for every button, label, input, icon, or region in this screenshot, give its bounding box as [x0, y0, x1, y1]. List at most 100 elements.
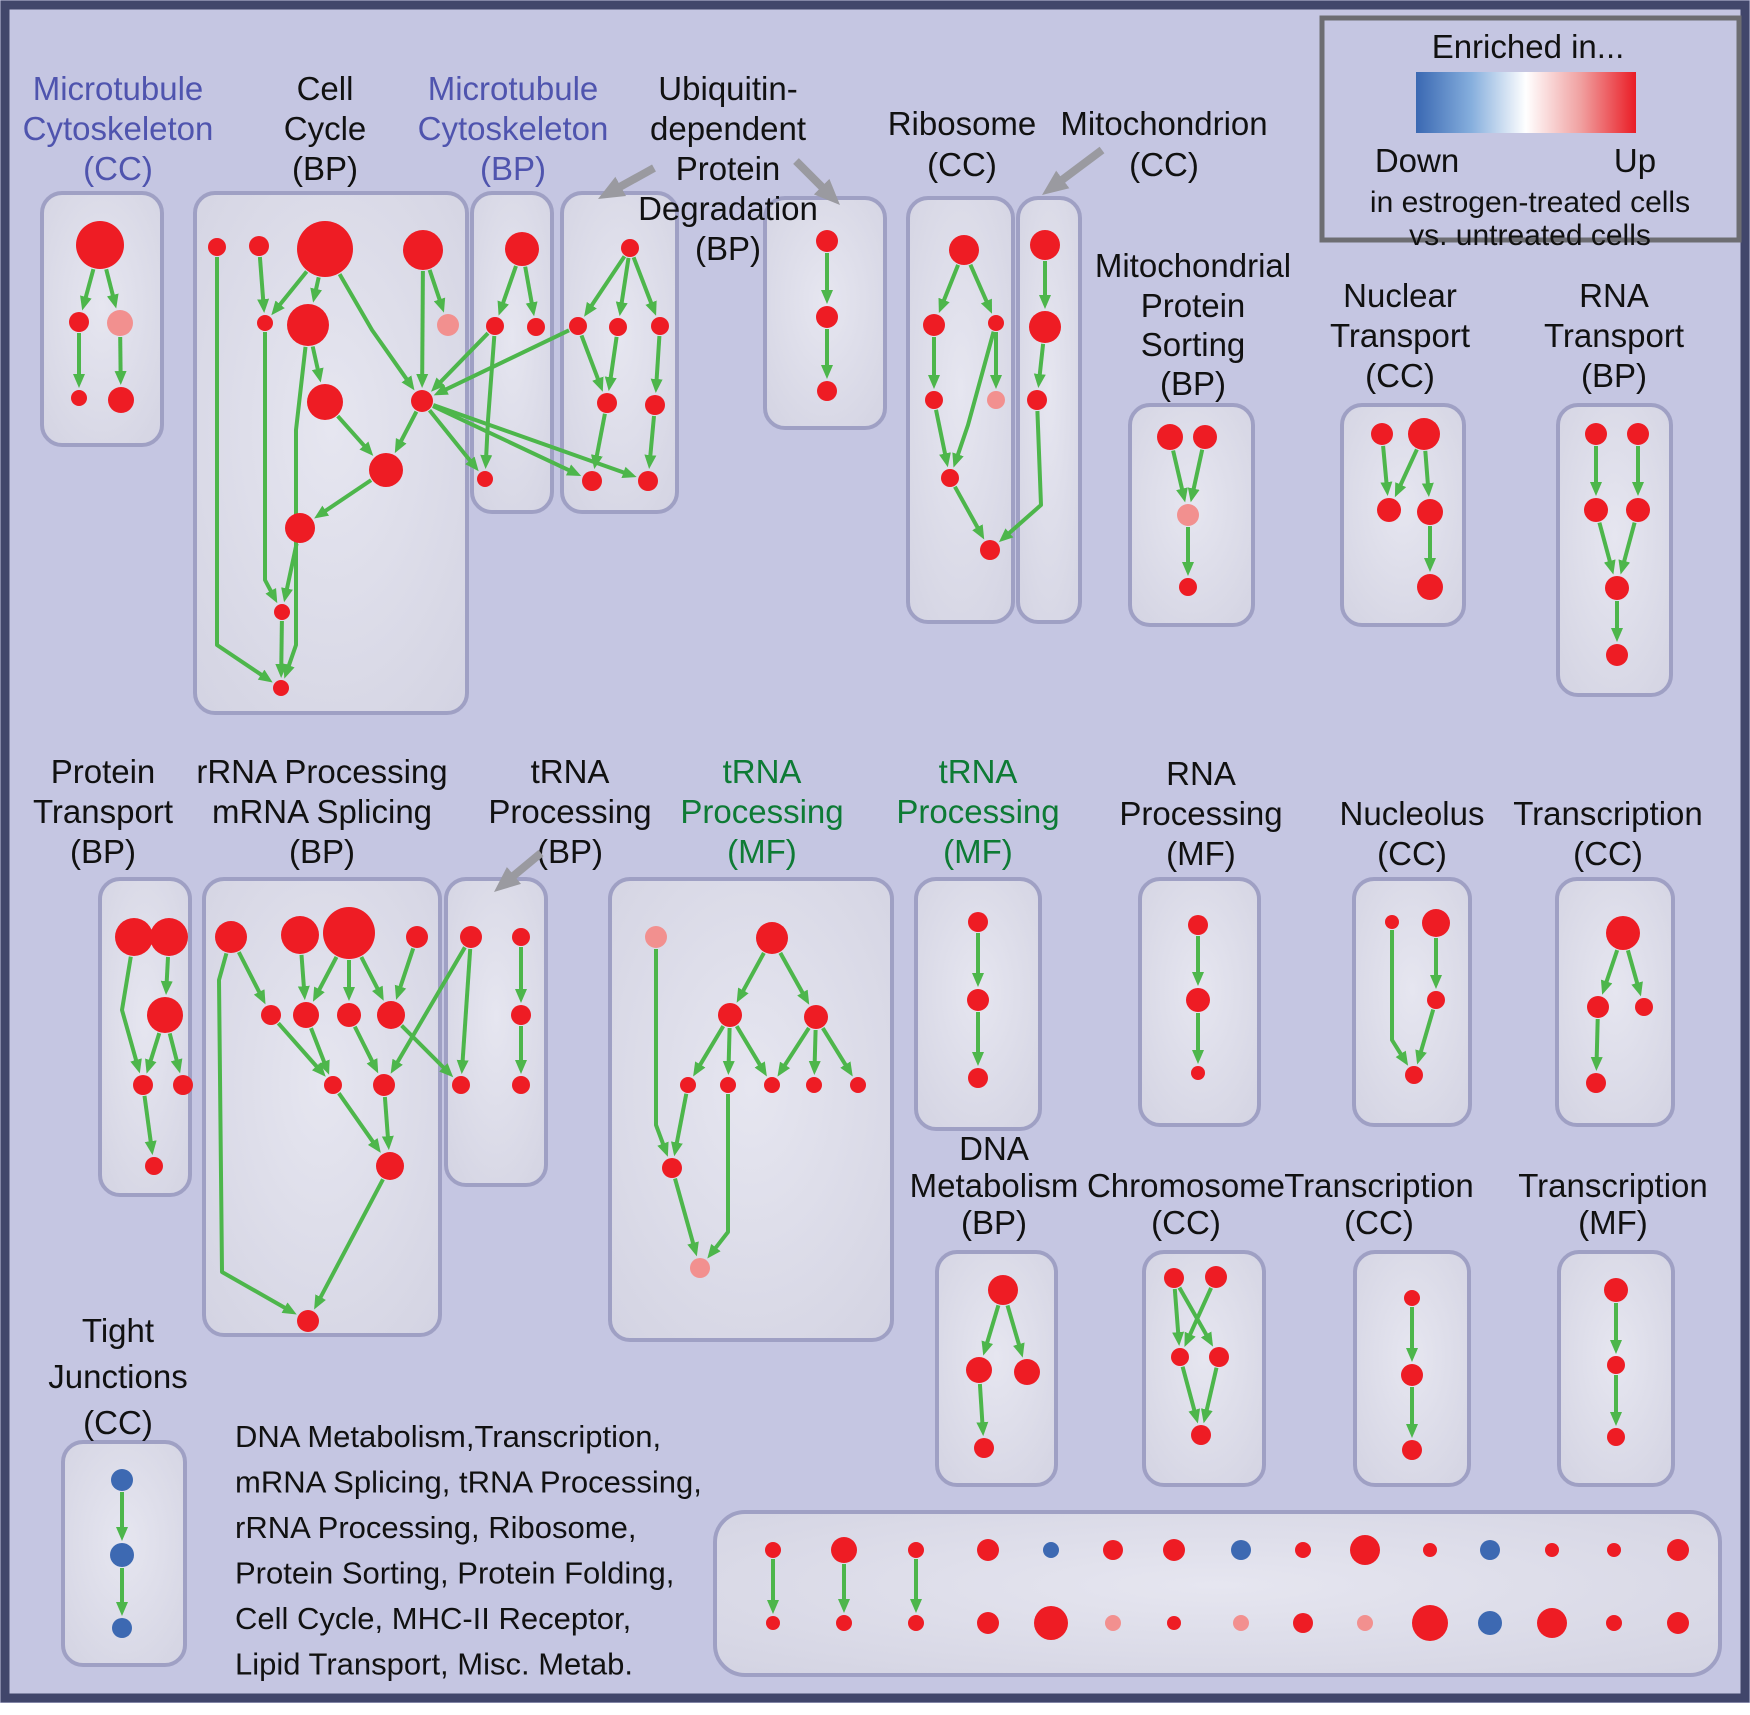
trna-processing-mf-1-label: (MF): [727, 833, 797, 870]
ubiquitin-degradation-edge-u1-u2: [584, 255, 627, 317]
trna-processing-mf-1-edge-f1-g1: [693, 1025, 726, 1077]
summary-top-node-11: [1423, 1543, 1437, 1557]
mito-protein-sorting-edge-s2-s3: [1187, 449, 1205, 503]
ribosome-node-rb7: [980, 540, 1000, 560]
mito-protein-sorting-node-s1: [1157, 424, 1183, 450]
transcription-mf-node-tm1: [1604, 1278, 1628, 1302]
rna-processing-mf-label: (MF): [1166, 835, 1236, 872]
mito-protein-sorting-label: Sorting: [1141, 326, 1246, 363]
legend-up-label: Up: [1614, 142, 1656, 179]
rna-transport-edge-q3-q5: [1597, 522, 1616, 575]
dna-metabolism-label: DNA: [959, 1130, 1029, 1167]
trna-processing-mf-2-node-w3: [968, 1068, 988, 1088]
nucleolus-box: [1352, 877, 1472, 1127]
rrna-mrna-label: (BP): [289, 833, 355, 870]
rrna-mrna-node-r9: [324, 1076, 342, 1094]
ribosome-edge-rb6-rb7: [953, 485, 985, 540]
nucleolus-edge-z3-z4: [1415, 1009, 1436, 1065]
nuclear-transport-label: Nuclear: [1343, 277, 1457, 314]
rrna-mrna-node-r10: [373, 1074, 395, 1096]
mito-protein-sorting-edge-s1-s3: [1171, 450, 1188, 503]
chromosome-box: [1142, 1250, 1266, 1487]
cell-cycle-node-c11: [285, 513, 315, 543]
transcription-mf-node-tm2: [1607, 1356, 1625, 1374]
cross-edge-7: [390, 946, 467, 1074]
summary-top-node-6: [1103, 1540, 1123, 1560]
rrna-mrna-node-r4: [406, 926, 428, 948]
mitochondrion-node-mt2: [1029, 311, 1061, 343]
mitochondrion-arrow: [1041, 146, 1105, 195]
cell-cycle-edge-c8-c10: [336, 414, 374, 456]
chromosome-edge-k1-k4: [1177, 1286, 1214, 1347]
nucleolus-node-z2: [1422, 909, 1450, 937]
ubiquitin-degradation-node-u3: [609, 318, 627, 336]
rna-processing-mf-node-x1: [1188, 915, 1208, 935]
mito-protein-sorting-label: (BP): [1160, 365, 1226, 402]
ribosome-edge-rb1-rb2: [938, 264, 960, 313]
legend-title: Enriched in...: [1432, 28, 1625, 65]
dna-metabolism-node-d3: [1014, 1359, 1040, 1385]
trna-processing-mf-2-label: tRNA: [939, 753, 1018, 790]
transcription-mf-label: Transcription: [1518, 1167, 1708, 1204]
legend-subtitle-1: in estrogen-treated cells: [1370, 186, 1690, 219]
ubiquitin-degradation-node-u6: [645, 395, 665, 415]
microtubule-bp-edge-m1-m3: [523, 266, 538, 317]
rrna-mrna-edge-r6-r9: [309, 1027, 330, 1075]
transcription-cc-2-label: Transcription: [1284, 1167, 1474, 1204]
cell-cycle-node-c6: [287, 304, 329, 346]
cell-cycle-edge-c6-c8: [310, 346, 324, 383]
summary-bottom-node-6: [1105, 1615, 1121, 1631]
trna-processing-mf-1-node-fb: [756, 922, 788, 954]
cross-edge-0: [427, 409, 479, 472]
microtubule-cc-node-a: [76, 221, 124, 269]
transcription-cc-2-node-tc1: [1404, 1290, 1420, 1306]
ubiquitin-degradation-edge-u2-u5: [579, 334, 604, 392]
summary-top-node-10: [1350, 1535, 1380, 1565]
dna-metabolism-node-d1: [988, 1275, 1018, 1305]
trna-processing-mf-1-edge-g2-h2: [707, 1094, 730, 1259]
trna-processing-bp-node-t1: [460, 926, 482, 948]
trna-processing-mf-1-edge-h1-h2: [673, 1178, 699, 1257]
dna-metabolism-label: Metabolism: [910, 1167, 1079, 1204]
transcription-cc-1-label: Transcription: [1513, 795, 1703, 832]
summary-bottom-node-7: [1167, 1616, 1181, 1630]
trna-processing-mf-1-node-h1: [662, 1158, 682, 1178]
rna-processing-mf-label: Processing: [1119, 795, 1282, 832]
rrna-mrna-node-r2: [281, 916, 319, 954]
legend-gradient-bar: [1416, 72, 1636, 133]
cell-cycle-node-c8: [307, 384, 343, 420]
nuclear-transport-edge-n2-n4: [1421, 450, 1434, 498]
protein-transport-edge-p4-p6: [142, 1095, 157, 1156]
microtubule-bp-node-m4: [477, 471, 493, 487]
trna-processing-bp-label: tRNA: [531, 753, 610, 790]
nuclear-transport-box: [1340, 403, 1466, 627]
cross-edge-6: [400, 1024, 454, 1078]
microtubule-cc-box: [40, 191, 164, 447]
ubiquitin-left-arrow: [597, 164, 656, 200]
summary-top-node-14: [1607, 1543, 1621, 1557]
summary-top-node-13: [1545, 1543, 1559, 1557]
protein-transport-node-p5: [173, 1075, 193, 1095]
summary-text-line: DNA Metabolism,Transcription,: [235, 1419, 661, 1454]
ubiquitin-degradation-label: Ubiquitin-: [658, 70, 797, 107]
microtubule-cc-node-e: [108, 387, 134, 413]
summary-top-node-8: [1231, 1540, 1251, 1560]
cell-cycle-node-c3: [297, 221, 353, 277]
legend-down-label: Down: [1375, 142, 1459, 179]
trna-processing-mf-2-label: (MF): [943, 833, 1013, 870]
dna-metabolism-edge-d2-d4: [976, 1383, 989, 1437]
transcription-cc-1-node-y2: [1587, 996, 1609, 1018]
microtubule-cc-node-d: [71, 390, 87, 406]
nucleolus-node-z3: [1427, 991, 1445, 1009]
summary-top-node-12: [1480, 1540, 1500, 1560]
summary-top-node-4: [977, 1539, 999, 1561]
chromosome-node-k1: [1164, 1268, 1184, 1288]
bottom-white-strip: [0, 1703, 1750, 1715]
summary-top-node-5: [1043, 1542, 1059, 1558]
summary-bottom-node-2: [836, 1615, 852, 1631]
rrna-mrna-edge-r1-r12: [217, 952, 297, 1315]
summary-bottom-node-4: [977, 1612, 999, 1634]
chromosome-edge-k1-k3: [1172, 1288, 1185, 1347]
ubiquitin-degradation-2-node-v2: [816, 306, 838, 328]
